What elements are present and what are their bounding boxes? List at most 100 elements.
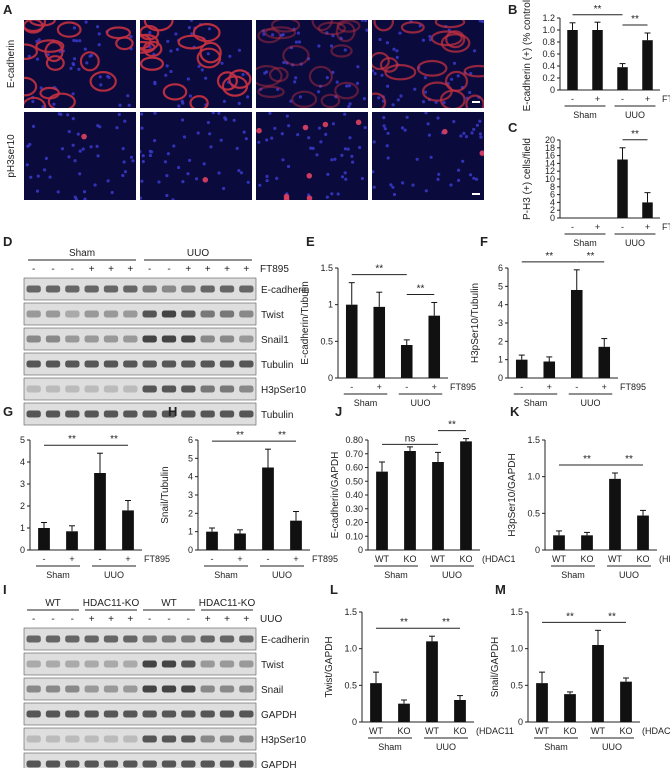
nucleus-dot <box>31 124 36 128</box>
y-tick-label: 0.40 <box>345 490 363 500</box>
lane-sign: + <box>205 614 211 625</box>
nucleus-dot <box>335 80 339 84</box>
bar <box>617 159 628 218</box>
microscopy-grid: DMSOFT895UUOUUO + FT895E-cadherinpH3ser1… <box>6 20 484 200</box>
nucleus-dot <box>222 99 226 103</box>
nucleus-dot <box>478 132 482 136</box>
image-background <box>24 20 136 108</box>
blot-band <box>200 360 215 368</box>
nucleus-dot <box>169 69 173 74</box>
nucleus-dot <box>181 180 185 184</box>
nucleus-dot <box>281 33 285 37</box>
significance-mark: ** <box>608 611 616 622</box>
chart-f-h3pser10-tubulin: 0 1 2 3 4 5 6 H3pSer10/Tubulin - + - + FT895 Sham UUO *… <box>470 251 646 408</box>
y-tick-label: 16 <box>545 151 555 161</box>
nucleus-dot <box>372 185 376 189</box>
blot-band <box>219 335 235 343</box>
blot-label: E-cadherin <box>261 635 309 646</box>
tubule-outline <box>416 59 448 77</box>
significance-mark: ** <box>375 264 383 275</box>
x-category-label: KO <box>563 726 576 736</box>
nucleus-dot <box>392 192 397 197</box>
significance-mark: ** <box>587 251 595 262</box>
bar <box>564 694 576 722</box>
blot-band <box>142 385 157 393</box>
nucleus-dot <box>148 153 152 158</box>
bar <box>206 531 218 550</box>
blot-band <box>123 660 138 668</box>
blot-band <box>84 685 99 693</box>
treatment-label: FT895 <box>450 382 476 392</box>
blot-strip <box>23 752 257 768</box>
blot-band <box>45 760 61 768</box>
nucleus-dot <box>427 133 431 137</box>
nucleus-dot <box>122 160 126 164</box>
blot-band <box>123 760 138 768</box>
blot-band <box>65 285 80 293</box>
panel-label-h: H <box>168 404 177 419</box>
y-tick-label: 0 <box>535 545 540 555</box>
nucleus-dot <box>413 87 417 91</box>
nucleus-dot <box>343 171 347 175</box>
nucleus-dot <box>350 154 354 158</box>
blot-band <box>65 310 80 318</box>
ph3-image <box>372 112 484 200</box>
x-category-label: - <box>405 382 408 392</box>
bar <box>460 441 472 550</box>
nucleus-dot <box>456 74 460 78</box>
bar <box>400 345 413 378</box>
group-label: UUO <box>442 570 462 580</box>
nucleus-dot <box>373 72 377 76</box>
genotype-label: HDAC11-KO <box>83 598 140 609</box>
lane-sign: + <box>224 614 230 625</box>
tubule-outline <box>335 21 356 43</box>
nucleus-dot <box>280 132 284 136</box>
nucleus-dot <box>71 143 75 147</box>
lane-sign: - <box>148 614 151 625</box>
nucleus-dot <box>140 179 144 183</box>
y-tick-label: 6 <box>550 190 555 200</box>
blot-band <box>161 685 177 693</box>
bar <box>642 202 653 218</box>
y-tick-label: 12 <box>545 166 555 176</box>
nucleus-dot <box>343 147 347 151</box>
lane-sign: + <box>243 264 249 275</box>
y-tick-label: 0.5 <box>510 680 523 690</box>
lane-sign: + <box>224 264 230 275</box>
nucleus-dot <box>56 190 60 194</box>
blot-band <box>26 360 41 368</box>
image-content <box>140 112 250 200</box>
group-label: Sham <box>69 248 95 259</box>
tubule-outline <box>444 70 469 92</box>
blot-band <box>65 760 80 768</box>
blot-band <box>239 660 254 668</box>
image-content <box>372 112 484 197</box>
nucleus-dot <box>258 183 262 187</box>
y-tick-label: 5 <box>188 453 193 463</box>
tubule-outline <box>162 83 188 101</box>
y-tick-label: 2 <box>550 205 555 215</box>
nucleus-dot <box>436 177 440 181</box>
nucleus-dot <box>127 103 131 107</box>
bar <box>38 528 50 550</box>
ecadherin-image <box>372 20 484 108</box>
blot-band <box>103 635 119 643</box>
bar <box>66 531 78 550</box>
blot-band <box>103 760 119 768</box>
nucleus-dot <box>333 157 337 161</box>
tubule-outline <box>445 30 466 49</box>
nucleus-dot <box>129 35 133 39</box>
y-tick-label: 6 <box>188 435 193 445</box>
tubule-outline <box>463 64 484 78</box>
nucleus-dot <box>75 39 79 43</box>
nucleus-dot <box>424 112 428 115</box>
nucleus-dot <box>429 155 433 159</box>
blot-band <box>181 410 196 418</box>
blot-strip <box>23 652 257 676</box>
bar <box>581 535 593 550</box>
nucleus-dot <box>472 127 476 131</box>
y-axis-label: Snail/GAPDH <box>490 637 501 698</box>
tubule-outline <box>271 20 301 33</box>
x-category-label: WT <box>369 726 383 736</box>
